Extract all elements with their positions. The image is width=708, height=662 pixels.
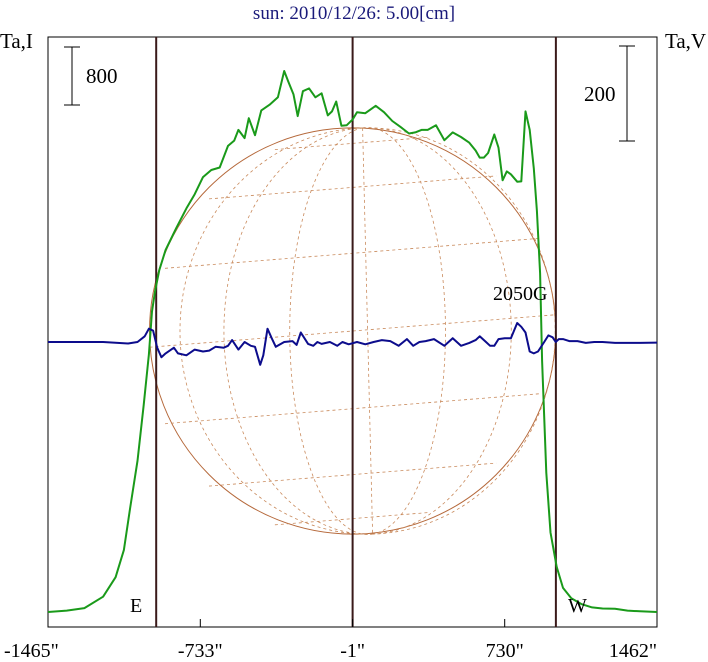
left-axis-label: Ta,I	[0, 29, 33, 53]
chart-title: sun: 2010/12/26: 5.00[cm]	[253, 3, 455, 24]
right-scale-bar	[619, 45, 635, 142]
left-scale-bar-label: 800	[86, 64, 118, 88]
right-axis-label: Ta,V	[665, 29, 706, 53]
annotation-2050g: 2050G	[493, 283, 547, 305]
series-group	[47, 70, 658, 613]
longitude-line	[179, 127, 373, 535]
x-tick-label: 1462"	[609, 640, 657, 662]
limb-label-west: W	[568, 595, 587, 617]
latitude-line	[149, 314, 556, 348]
x-tick-label: -1465"	[4, 640, 59, 662]
limb-label-east: E	[130, 595, 142, 617]
longitude-line	[362, 127, 446, 535]
longitude-line	[223, 127, 373, 535]
x-tick-label: -1"	[340, 640, 365, 662]
longitude-line	[362, 127, 512, 535]
series-line-intensity	[47, 70, 658, 613]
longitude-line	[362, 127, 556, 535]
x-tick-label: -733"	[178, 640, 223, 662]
limb-lines	[155, 37, 557, 627]
latitude-line	[274, 511, 431, 526]
longitude-line	[362, 127, 374, 535]
left-scale-bar	[64, 46, 80, 106]
right-scale-bar-label: 200	[584, 82, 616, 106]
series-line-polarization	[48, 322, 658, 366]
x-tick-label: 730"	[486, 640, 524, 662]
x-axis-ticks: -1465" -733" -1" 730" 1462"	[4, 619, 658, 662]
latitude-line	[274, 136, 431, 151]
longitude-line	[289, 127, 373, 535]
